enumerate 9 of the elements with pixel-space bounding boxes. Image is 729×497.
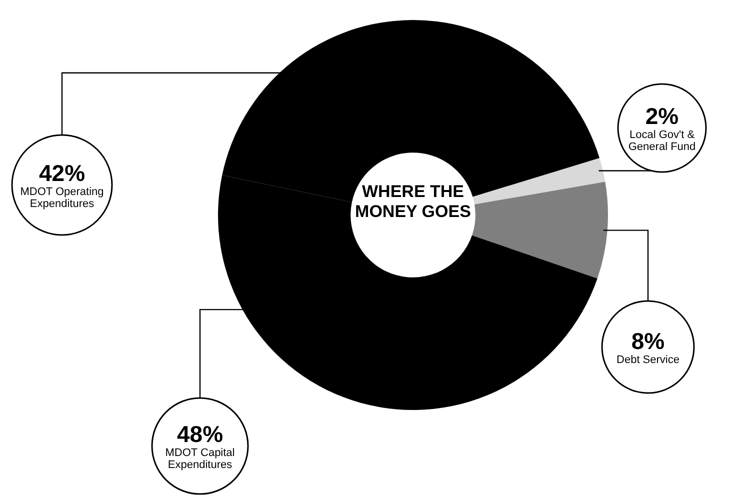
slice-label: MDOT Operating Expenditures [20,186,104,210]
data-label: 48% [176,421,224,447]
slice-label: Debt Service [616,354,680,366]
text: WHERE THE MONEY GOES [354,182,472,222]
data-label: 42% [38,160,86,186]
data-label: 8% [631,328,665,354]
slice-label: MDOT Capital Expenditures [165,447,235,471]
slice-label: Local Gov't & General Fund [628,129,696,153]
data-label: 2% [645,103,679,129]
